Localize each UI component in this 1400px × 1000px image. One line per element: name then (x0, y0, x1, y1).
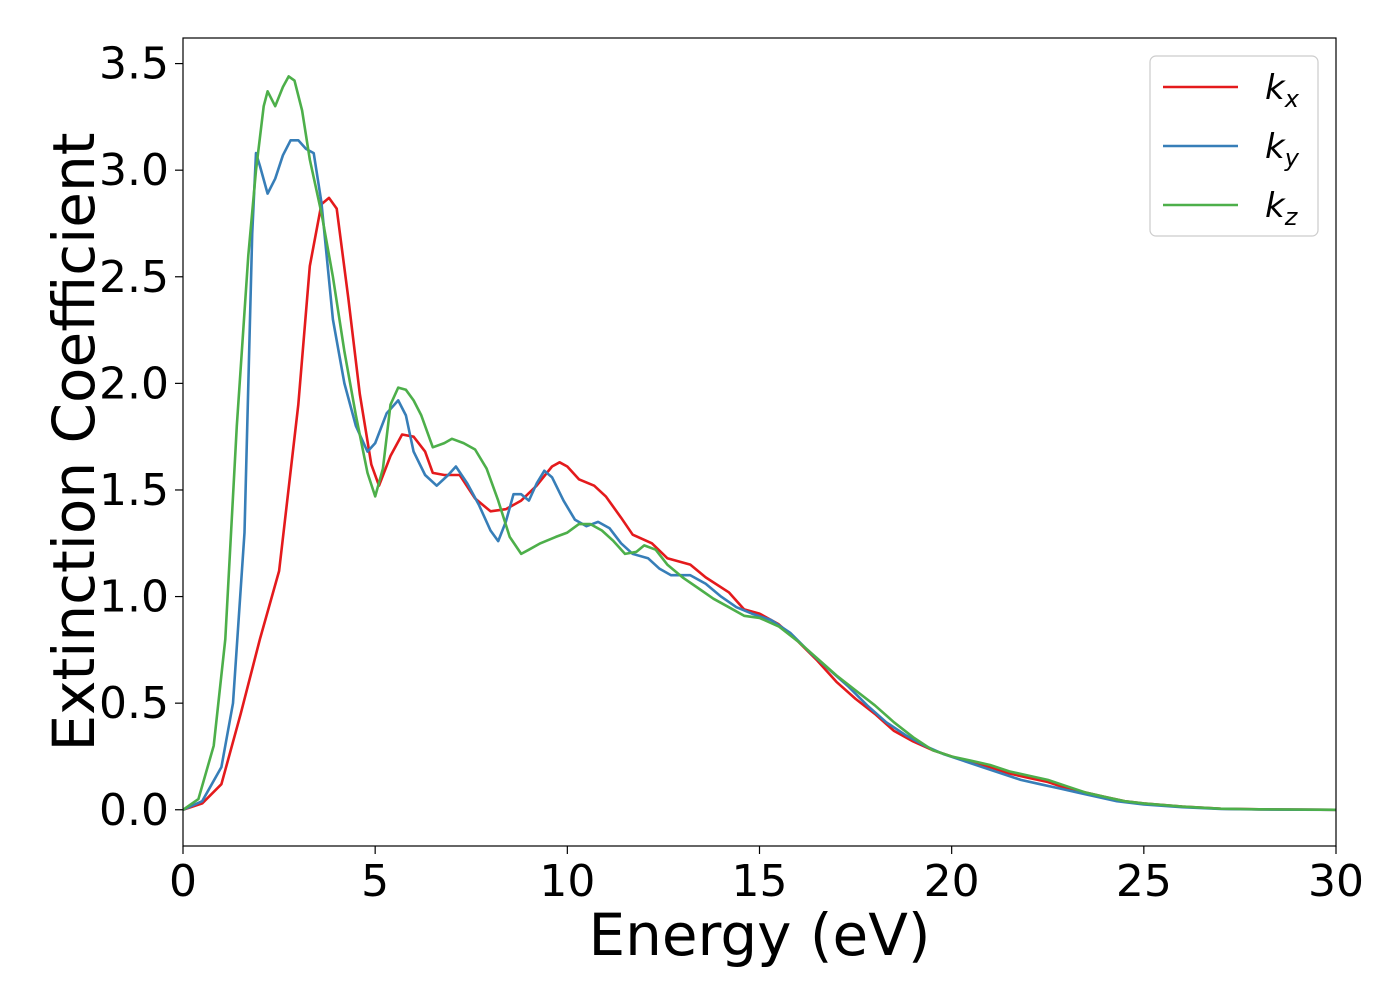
x-axis-label: Energy (eV) (588, 901, 930, 969)
y-tick-label: 0.0 (99, 785, 169, 836)
x-tick-label: 25 (1116, 856, 1172, 907)
y-tick-label: 1.5 (99, 465, 169, 516)
series-line-kz (183, 75, 1336, 812)
x-tick-label: 0 (169, 856, 197, 907)
y-tick-label: 0.5 (99, 678, 169, 729)
x-tick-label: 15 (732, 856, 788, 907)
series-line-ky (183, 139, 1336, 812)
y-tick-label: 3.5 (99, 39, 169, 90)
legend-label-kx: kx (1265, 68, 1300, 113)
y-tick-label: 3.0 (99, 145, 169, 196)
x-tick-label: 5 (361, 856, 389, 907)
series-line-kx (183, 196, 1336, 812)
x-tick-label: 20 (924, 856, 980, 907)
legend-label-ky: ky (1265, 127, 1300, 172)
axis-ticks: 0 5 10 15 20 25 30 0.0 0.5 1.0 1.5 2.0 2.5 3.0 3.5 (99, 39, 1364, 907)
y-tick-label: 2.5 (99, 252, 169, 303)
y-axis-label: Extinction Coefficient (40, 133, 108, 752)
series-layer (183, 75, 1336, 812)
y-tick-label: 2.0 (99, 358, 169, 409)
x-tick-label: 30 (1308, 856, 1364, 907)
x-tick-label: 10 (539, 856, 595, 907)
y-tick-label: 1.0 (99, 572, 169, 623)
